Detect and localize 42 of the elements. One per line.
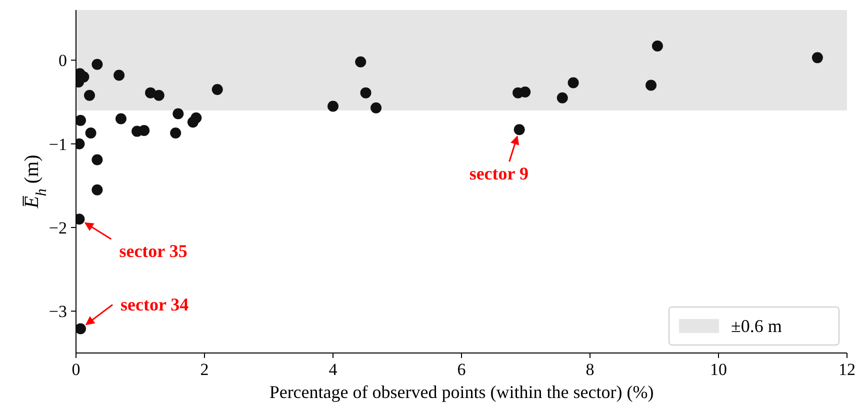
point — [190, 112, 202, 124]
x-tick-label: 2 — [200, 360, 209, 379]
point — [328, 100, 338, 112]
annotation: sector 35 — [119, 241, 188, 262]
y-tick-label: −3 — [48, 302, 67, 322]
annotation: sector 9 — [469, 164, 528, 184]
point — [568, 77, 579, 88]
point — [76, 114, 86, 126]
x-tick-label: 12 — [838, 360, 856, 379]
x-tick-label: 10 — [710, 360, 727, 379]
point — [153, 90, 164, 101]
point — [170, 127, 182, 138]
point — [84, 90, 95, 101]
y-tick-label: 0 — [58, 51, 67, 70]
y-tick-label: −2 — [48, 218, 67, 238]
x-tick-label: 0 — [72, 360, 80, 379]
point — [115, 113, 126, 124]
x-tick-label: 4 — [328, 360, 338, 379]
x-axis-title: Percentage of observed points (within the sector) (%) — [269, 382, 654, 402]
x-tick-label: 8 — [586, 360, 594, 379]
point — [92, 184, 103, 196]
annotation: sector 34 — [120, 294, 189, 315]
x-tick-label: 6 — [457, 360, 466, 379]
point — [646, 80, 657, 91]
point — [520, 86, 531, 98]
point — [360, 87, 372, 98]
y-tick-label: −1 — [48, 134, 67, 154]
point — [212, 84, 223, 95]
point — [114, 70, 125, 81]
point — [138, 124, 150, 136]
point — [514, 124, 525, 136]
point — [652, 40, 663, 52]
point — [92, 58, 103, 70]
point — [812, 52, 823, 64]
point — [92, 154, 103, 166]
point — [85, 127, 96, 138]
point — [76, 323, 86, 334]
point — [355, 56, 366, 68]
legend-label: ±0.6 m — [731, 316, 782, 336]
point — [172, 108, 184, 120]
point — [556, 92, 568, 104]
point — [370, 102, 382, 114]
